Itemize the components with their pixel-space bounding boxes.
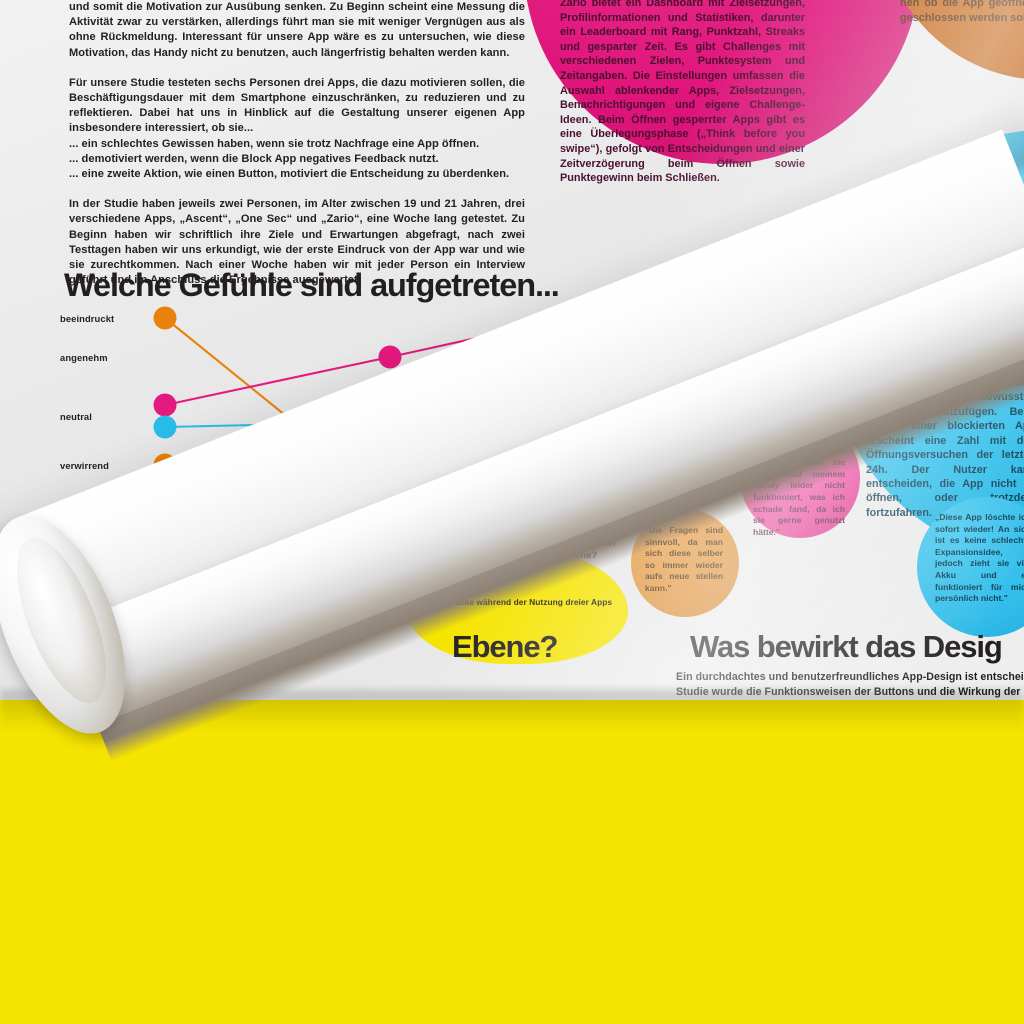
design-section-heading: Was bewirkt das Desig [690, 629, 1003, 664]
chart-data-point [153, 393, 177, 417]
chart-y-label-neutral: neutral [60, 411, 92, 422]
intro-bullet-2: ... demotiviert werden, wenn die Block A… [69, 152, 439, 165]
xlabel-line1: ...während der [378, 538, 444, 549]
chart-caption: *Abb.1: Individuelle Eindrücke während d… [352, 597, 613, 607]
bottom-middle-heading: Ebene? [452, 629, 558, 664]
xlabel-line2: Benutzen der App? [150, 550, 239, 562]
intro-bullet-1: ... ein schlechtes Gewissen haben, wenn … [69, 137, 480, 150]
intro-bullet-3: ... eine zweite Aktion, wie einen Button… [69, 168, 510, 181]
legend-swatch-icon [66, 600, 77, 612]
chart-x-label-3: ...nach einer Woche? [560, 538, 617, 563]
chart-data-point [378, 506, 402, 530]
legend-item-ascent: Ascent [66, 570, 120, 584]
chart-x-label-1: ...bei dem ersten Benutzen der App? [150, 538, 238, 563]
poster-edge-shadow [0, 690, 1024, 730]
legend-item-one-sec: One Sec [66, 599, 120, 613]
legend-label: Zario [83, 586, 106, 597]
legend-item-zario: Zario [66, 584, 120, 598]
chart-data-point [378, 448, 402, 472]
design-text-line-1: Ein durchdachtes und benutzerfreundliche… [676, 671, 1024, 683]
chart-data-point [153, 306, 177, 330]
chart-y-label-angenehm: angenehm [60, 352, 108, 363]
bottom-left-line-1: Die me [64, 669, 100, 681]
chart-title: Welche Gefühle sind aufgetreten... [64, 267, 560, 303]
legend-label: Ascent [83, 572, 115, 582]
xlabel-line2: Woche? [560, 550, 598, 562]
chart-legend: Ascent Zario One Sec [66, 570, 120, 613]
bottom-left-heading: Wa [64, 629, 108, 664]
onesec-circle-text: „One Sec“ ermöglicht das Blocken von Soc… [866, 233, 1024, 519]
intro-paragraph-1: und somit die Motivation zur Ausübung se… [69, 1, 525, 59]
zario-circle-text: Zario bietet ein Dashboard mit Zielsetzu… [560, 0, 805, 185]
xlabel-line1: ...nach einer [560, 538, 617, 549]
intro-paragraph-2: Für unsere Studie testeten sechs Persone… [69, 76, 525, 135]
quote-text-5: „Diese App löschte ich sofort wieder! An… [935, 512, 1024, 604]
quote-text-4: "Die Fragen sind sinnvoll, da man sich d… [645, 525, 723, 593]
xlabel-line1: ...bei dem ersten [150, 538, 227, 549]
legend-swatch-icon [66, 571, 77, 583]
legend-swatch-icon [66, 585, 77, 597]
chart-line [164, 485, 572, 520]
legend-label: One Sec [83, 600, 121, 611]
quote-text-3: „Die Challenges fand ich ziemlich spanne… [753, 434, 845, 537]
chart-y-label-beeindruckt: beeindruckt [60, 313, 115, 324]
intro-text-block: und somit die Motivation zur Ausübung se… [69, 0, 525, 303]
chart-x-label-2: ...während der Nutzung der App? [378, 538, 462, 563]
xlabel-line2: Nutzung der App? [378, 550, 462, 562]
ascent-circle-text: nen ob die App geöffnet oder geschlossen… [900, 0, 1024, 24]
chart-data-point [560, 506, 584, 530]
